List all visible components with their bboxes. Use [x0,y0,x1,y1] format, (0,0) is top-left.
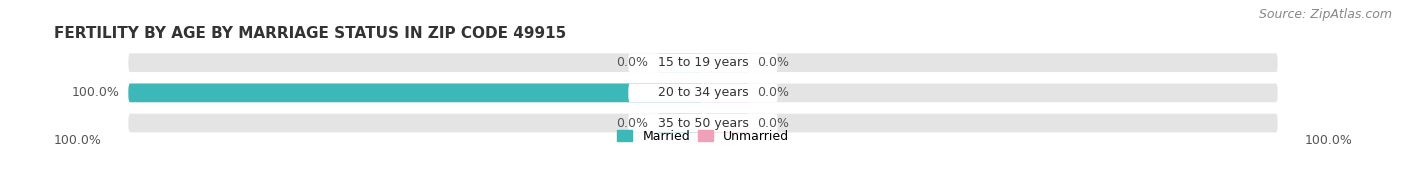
Text: 100.0%: 100.0% [1305,134,1353,147]
Text: 100.0%: 100.0% [72,86,120,99]
Text: 35 to 50 years: 35 to 50 years [658,117,748,130]
Text: 0.0%: 0.0% [616,117,648,130]
Text: 0.0%: 0.0% [616,56,648,69]
Text: FERTILITY BY AGE BY MARRIAGE STATUS IN ZIP CODE 49915: FERTILITY BY AGE BY MARRIAGE STATUS IN Z… [53,26,567,41]
Text: 20 to 34 years: 20 to 34 years [658,86,748,99]
Text: 15 to 19 years: 15 to 19 years [658,56,748,69]
FancyBboxPatch shape [703,114,749,132]
Text: 100.0%: 100.0% [53,134,101,147]
FancyBboxPatch shape [128,83,1278,102]
FancyBboxPatch shape [128,114,1278,132]
FancyBboxPatch shape [657,114,703,132]
FancyBboxPatch shape [703,53,749,72]
Text: 0.0%: 0.0% [758,86,790,99]
Text: 0.0%: 0.0% [758,117,790,130]
FancyBboxPatch shape [128,53,1278,72]
FancyBboxPatch shape [628,53,778,72]
Text: Source: ZipAtlas.com: Source: ZipAtlas.com [1258,8,1392,21]
FancyBboxPatch shape [703,83,749,102]
FancyBboxPatch shape [657,53,703,72]
Legend: Married, Unmarried: Married, Unmarried [617,130,789,143]
FancyBboxPatch shape [128,83,703,102]
Text: 0.0%: 0.0% [758,56,790,69]
FancyBboxPatch shape [628,114,778,132]
FancyBboxPatch shape [628,83,778,102]
